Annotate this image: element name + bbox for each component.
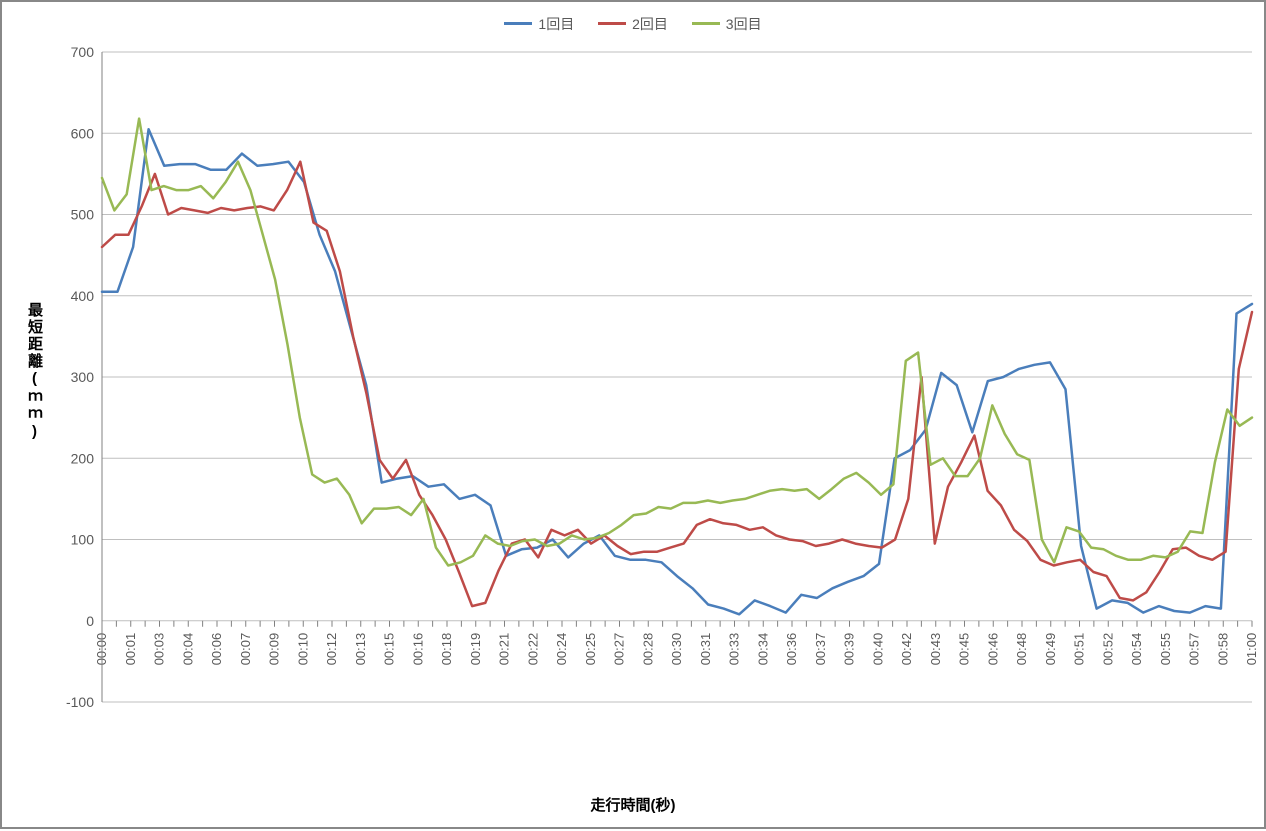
svg-text:00:09: 00:09: [267, 633, 282, 666]
svg-text:00:55: 00:55: [1158, 633, 1173, 666]
svg-text:600: 600: [71, 125, 95, 141]
svg-text:00:10: 00:10: [295, 633, 310, 666]
svg-text:00:34: 00:34: [755, 633, 770, 666]
svg-text:00:42: 00:42: [899, 633, 914, 666]
svg-text:00:25: 00:25: [583, 633, 598, 666]
svg-text:00:48: 00:48: [1014, 633, 1029, 666]
svg-text:00:33: 00:33: [727, 633, 742, 666]
svg-text:00:28: 00:28: [640, 633, 655, 666]
svg-text:00:18: 00:18: [439, 633, 454, 666]
plot-svg: -100010020030040050060070000:0000:0100:0…: [2, 2, 1266, 831]
svg-text:200: 200: [71, 450, 95, 466]
svg-text:00:06: 00:06: [209, 633, 224, 666]
svg-text:00:16: 00:16: [410, 633, 425, 666]
svg-text:00:52: 00:52: [1100, 633, 1115, 666]
svg-text:00:01: 00:01: [123, 633, 138, 666]
svg-text:00:54: 00:54: [1129, 633, 1144, 666]
svg-text:400: 400: [71, 288, 95, 304]
svg-text:00:03: 00:03: [152, 633, 167, 666]
chart-container: 1回目 2回目 3回目 最短距離(ｍｍ) 走行時間(秒) -1000100200…: [0, 0, 1266, 829]
svg-text:00:57: 00:57: [1187, 633, 1202, 666]
svg-text:00:51: 00:51: [1072, 633, 1087, 666]
svg-text:00:43: 00:43: [928, 633, 943, 666]
svg-text:00:40: 00:40: [870, 633, 885, 666]
svg-text:00:39: 00:39: [842, 633, 857, 666]
svg-text:00:04: 00:04: [180, 633, 195, 666]
svg-text:00:46: 00:46: [985, 633, 1000, 666]
svg-text:00:21: 00:21: [497, 633, 512, 666]
svg-text:00:07: 00:07: [238, 633, 253, 666]
svg-text:00:24: 00:24: [554, 633, 569, 666]
svg-text:00:30: 00:30: [669, 633, 684, 666]
svg-text:00:19: 00:19: [468, 633, 483, 666]
svg-text:00:15: 00:15: [382, 633, 397, 666]
svg-text:00:36: 00:36: [784, 633, 799, 666]
svg-text:00:22: 00:22: [525, 633, 540, 666]
svg-text:00:45: 00:45: [957, 633, 972, 666]
svg-text:0: 0: [86, 613, 94, 629]
svg-text:00:27: 00:27: [612, 633, 627, 666]
svg-text:-100: -100: [66, 694, 94, 710]
svg-text:00:13: 00:13: [353, 633, 368, 666]
svg-text:300: 300: [71, 369, 95, 385]
svg-text:01:00: 01:00: [1244, 633, 1259, 666]
svg-text:00:58: 00:58: [1215, 633, 1230, 666]
svg-text:00:49: 00:49: [1043, 633, 1058, 666]
svg-text:00:31: 00:31: [698, 633, 713, 666]
svg-text:500: 500: [71, 207, 95, 223]
svg-text:00:37: 00:37: [813, 633, 828, 666]
svg-text:700: 700: [71, 44, 95, 60]
svg-text:00:12: 00:12: [324, 633, 339, 666]
svg-text:100: 100: [71, 532, 95, 548]
